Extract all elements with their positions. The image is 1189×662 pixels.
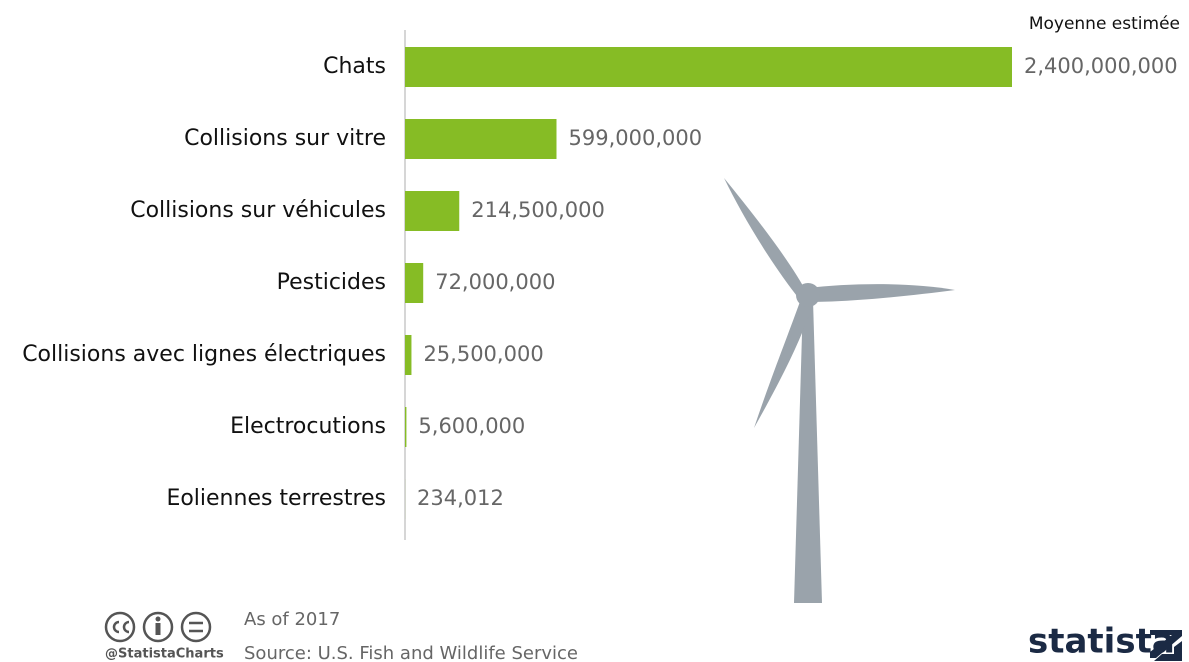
source: Source: U.S. Fish and Wildlife Service	[244, 643, 578, 662]
bar	[405, 119, 557, 159]
value-label: 2,400,000,000	[1024, 54, 1178, 78]
bar	[405, 263, 424, 303]
value-label: 72,000,000	[435, 270, 555, 294]
value-label: 25,500,000	[423, 342, 543, 366]
wind-turbine	[724, 178, 955, 603]
category-label: Collisions avec lignes électriques	[22, 342, 386, 367]
category-label: Pesticides	[277, 270, 386, 295]
note: As of 2017	[244, 609, 340, 630]
category-label: Eoliennes terrestres	[166, 486, 386, 511]
bar	[405, 47, 1012, 87]
license-icons	[104, 611, 212, 643]
value-label: 599,000,000	[568, 126, 702, 150]
value-header: Moyenne estimée	[1029, 14, 1180, 34]
brand-icon	[1150, 630, 1182, 661]
credit: @StatistaCharts	[105, 647, 224, 662]
category-label: Electrocutions	[230, 414, 386, 439]
category-label: Collisions sur véhicules	[130, 198, 386, 223]
value-label: 214,500,000	[471, 198, 605, 222]
value-label: 234,012	[417, 486, 504, 510]
bar	[405, 407, 407, 447]
bar	[405, 335, 412, 375]
category-label: Collisions sur vitre	[184, 126, 386, 151]
category-label: Chats	[323, 54, 386, 79]
bar	[405, 191, 460, 231]
value-label: 5,600,000	[418, 414, 525, 438]
